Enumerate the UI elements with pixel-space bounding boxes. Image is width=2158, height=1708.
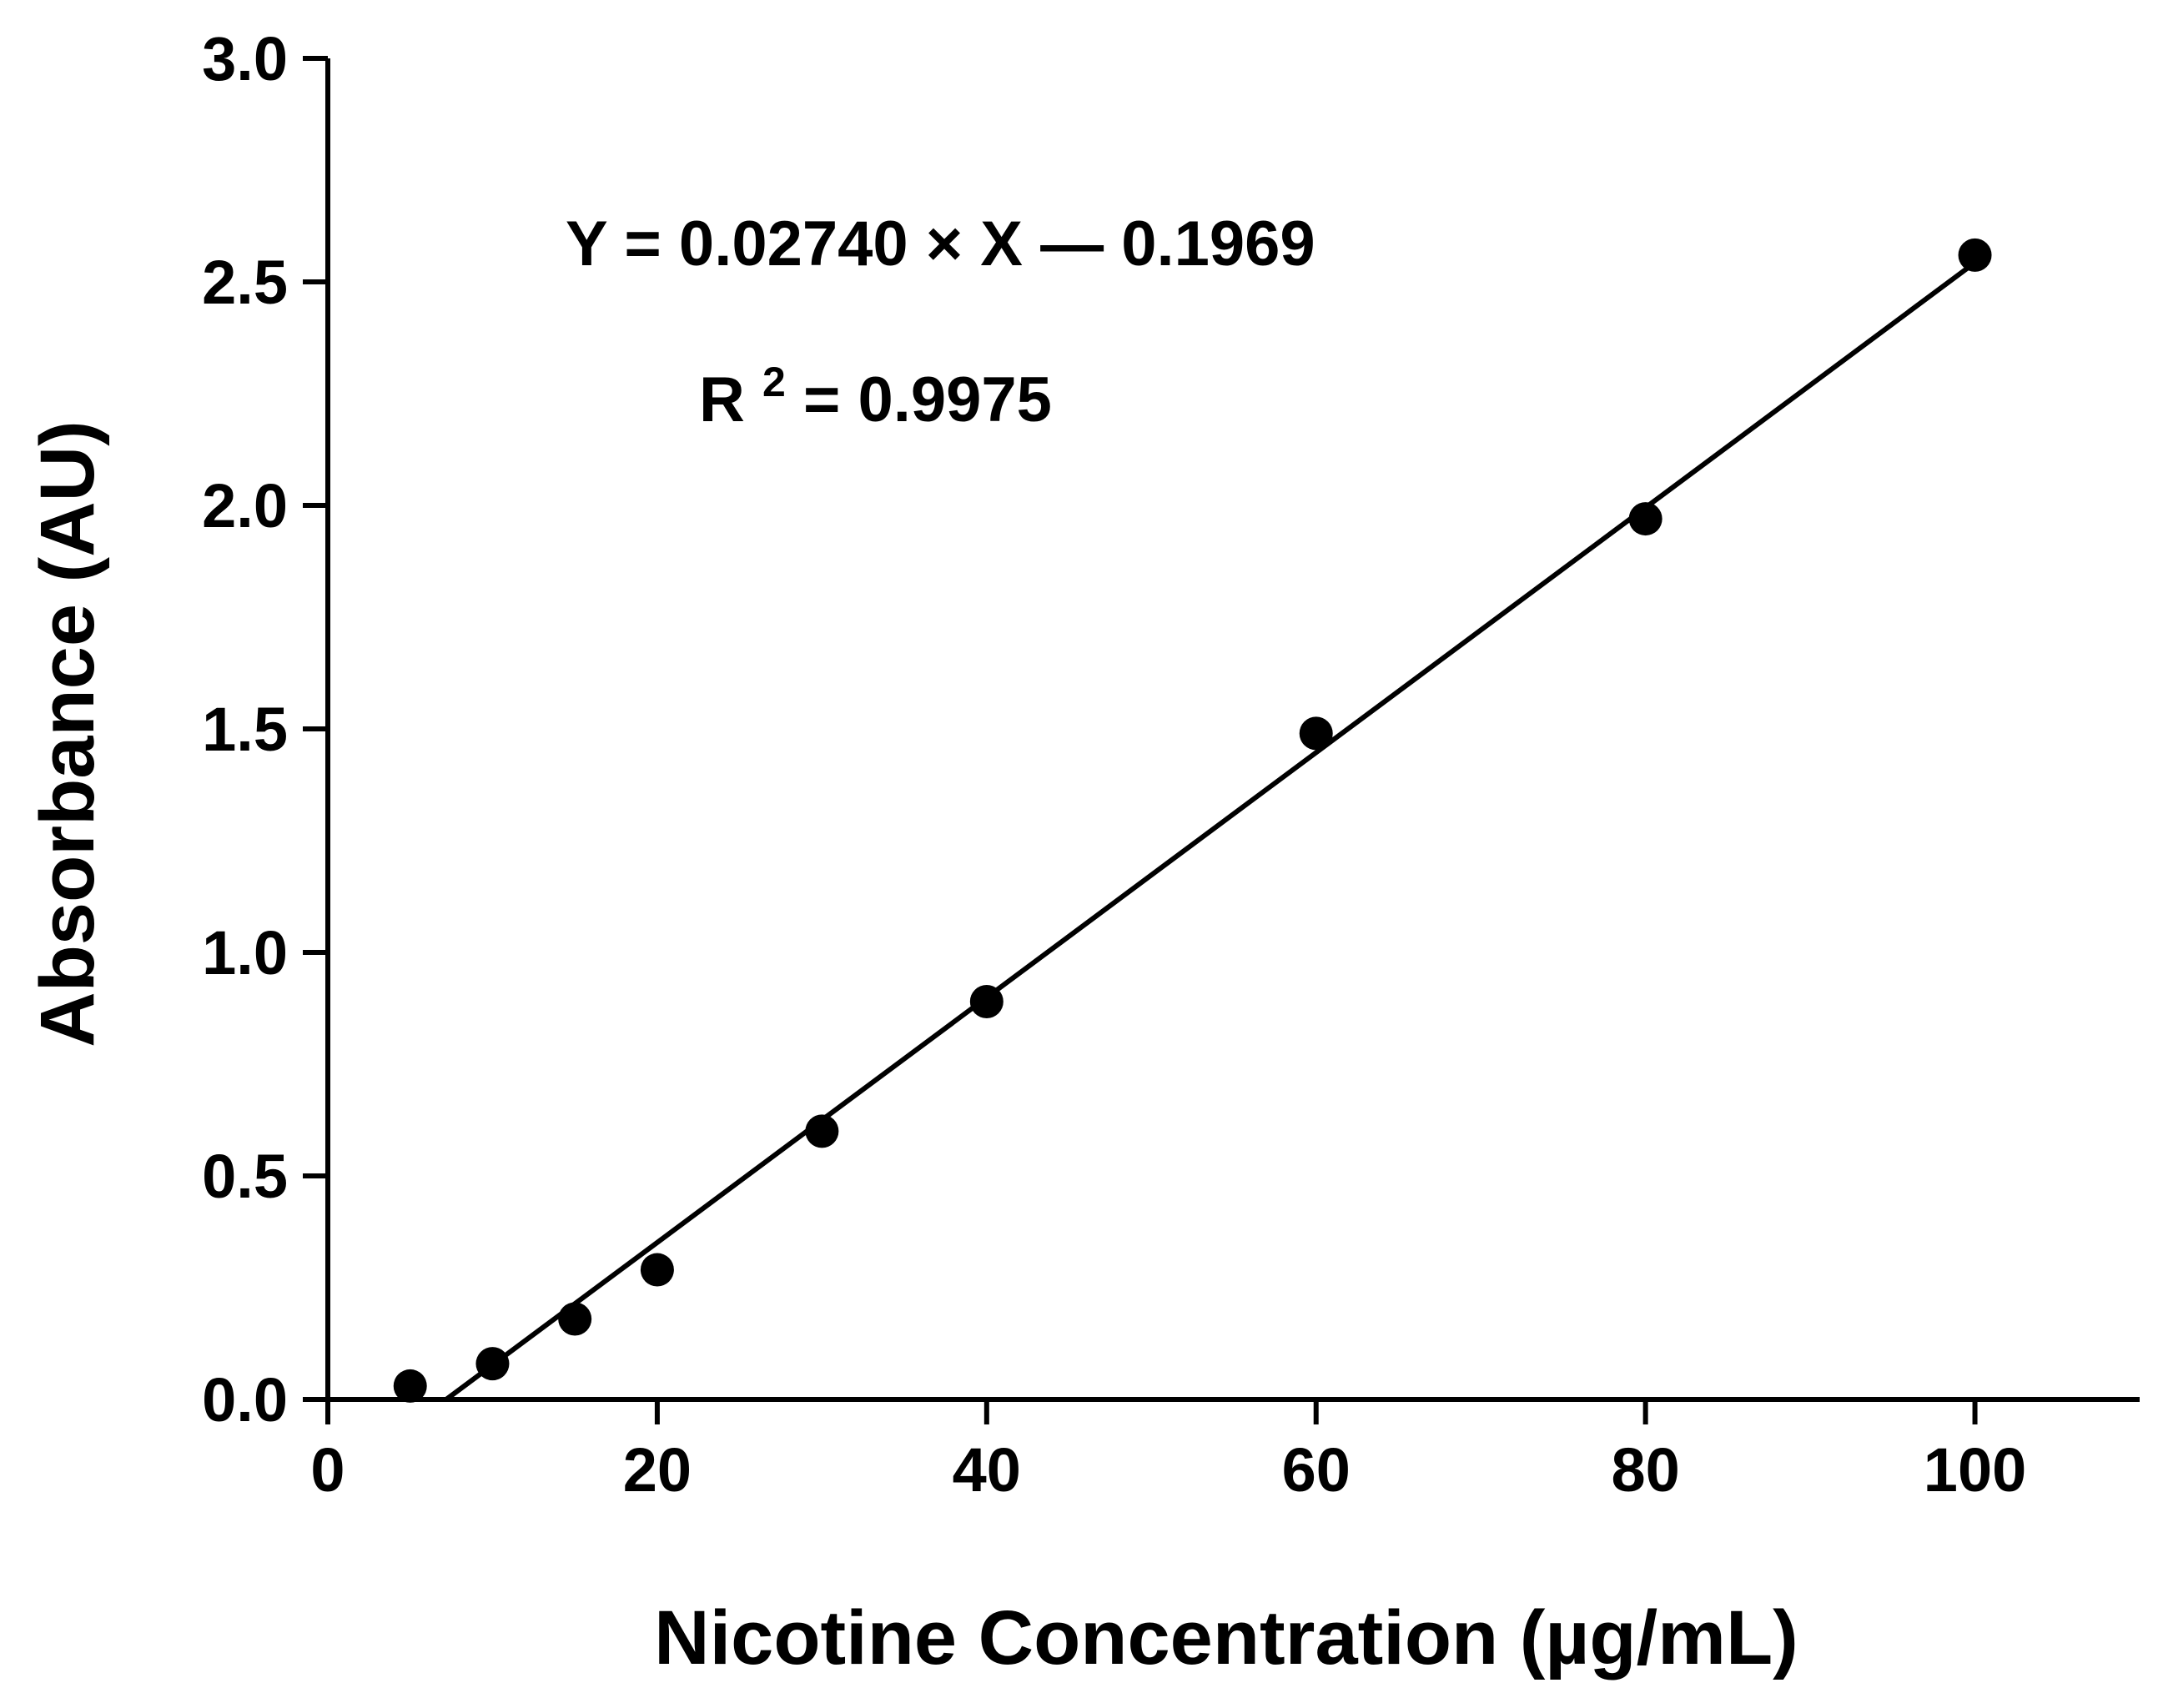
- data-point: [1299, 716, 1333, 751]
- y-tick-label: 3.0: [202, 24, 288, 93]
- r2-superscript: 2: [762, 359, 786, 405]
- data-point: [393, 1369, 427, 1403]
- x-ticks: 0 20 40 60 80 100: [310, 1399, 2026, 1505]
- data-point: [640, 1253, 674, 1287]
- x-tick-label: 40: [953, 1435, 1021, 1505]
- y-tick-label: 0.0: [202, 1365, 288, 1434]
- data-point: [805, 1114, 839, 1148]
- y-tick-label: 1.5: [202, 695, 288, 764]
- data-point: [1958, 238, 1992, 272]
- x-tick-label: 20: [623, 1435, 692, 1505]
- y-tick-label: 2.0: [202, 471, 288, 540]
- data-point: [558, 1302, 592, 1336]
- data-point: [969, 984, 1004, 1018]
- data-point: [1628, 502, 1663, 536]
- y-ticks: 0.0 0.5 1.0 1.5 2.0 2.5 3.0: [202, 24, 328, 1434]
- fit-line: [445, 260, 1977, 1402]
- data-points: [393, 238, 1992, 1403]
- data-point: [475, 1347, 510, 1381]
- x-tick-label: 100: [1924, 1435, 2026, 1505]
- x-tick-label: 60: [1282, 1435, 1351, 1505]
- x-tick-label: 0: [310, 1435, 345, 1505]
- y-tick-label: 0.5: [202, 1142, 288, 1211]
- r2-prefix: R: [699, 364, 745, 435]
- y-tick-label: 1.0: [202, 918, 288, 987]
- y-axis-title: Absorbance (AU): [25, 420, 110, 1047]
- y-tick-label: 2.5: [202, 248, 288, 317]
- x-tick-label: 80: [1611, 1435, 1679, 1505]
- r2-value: = 0.9975: [803, 364, 1052, 435]
- equation-annotation: Y = 0.02740 × X — 0.1969: [566, 208, 1315, 279]
- r-squared-annotation: R 2 = 0.9975: [699, 339, 1052, 435]
- x-axis-title: Nicotine Concentration (µg/mL): [654, 1595, 1798, 1680]
